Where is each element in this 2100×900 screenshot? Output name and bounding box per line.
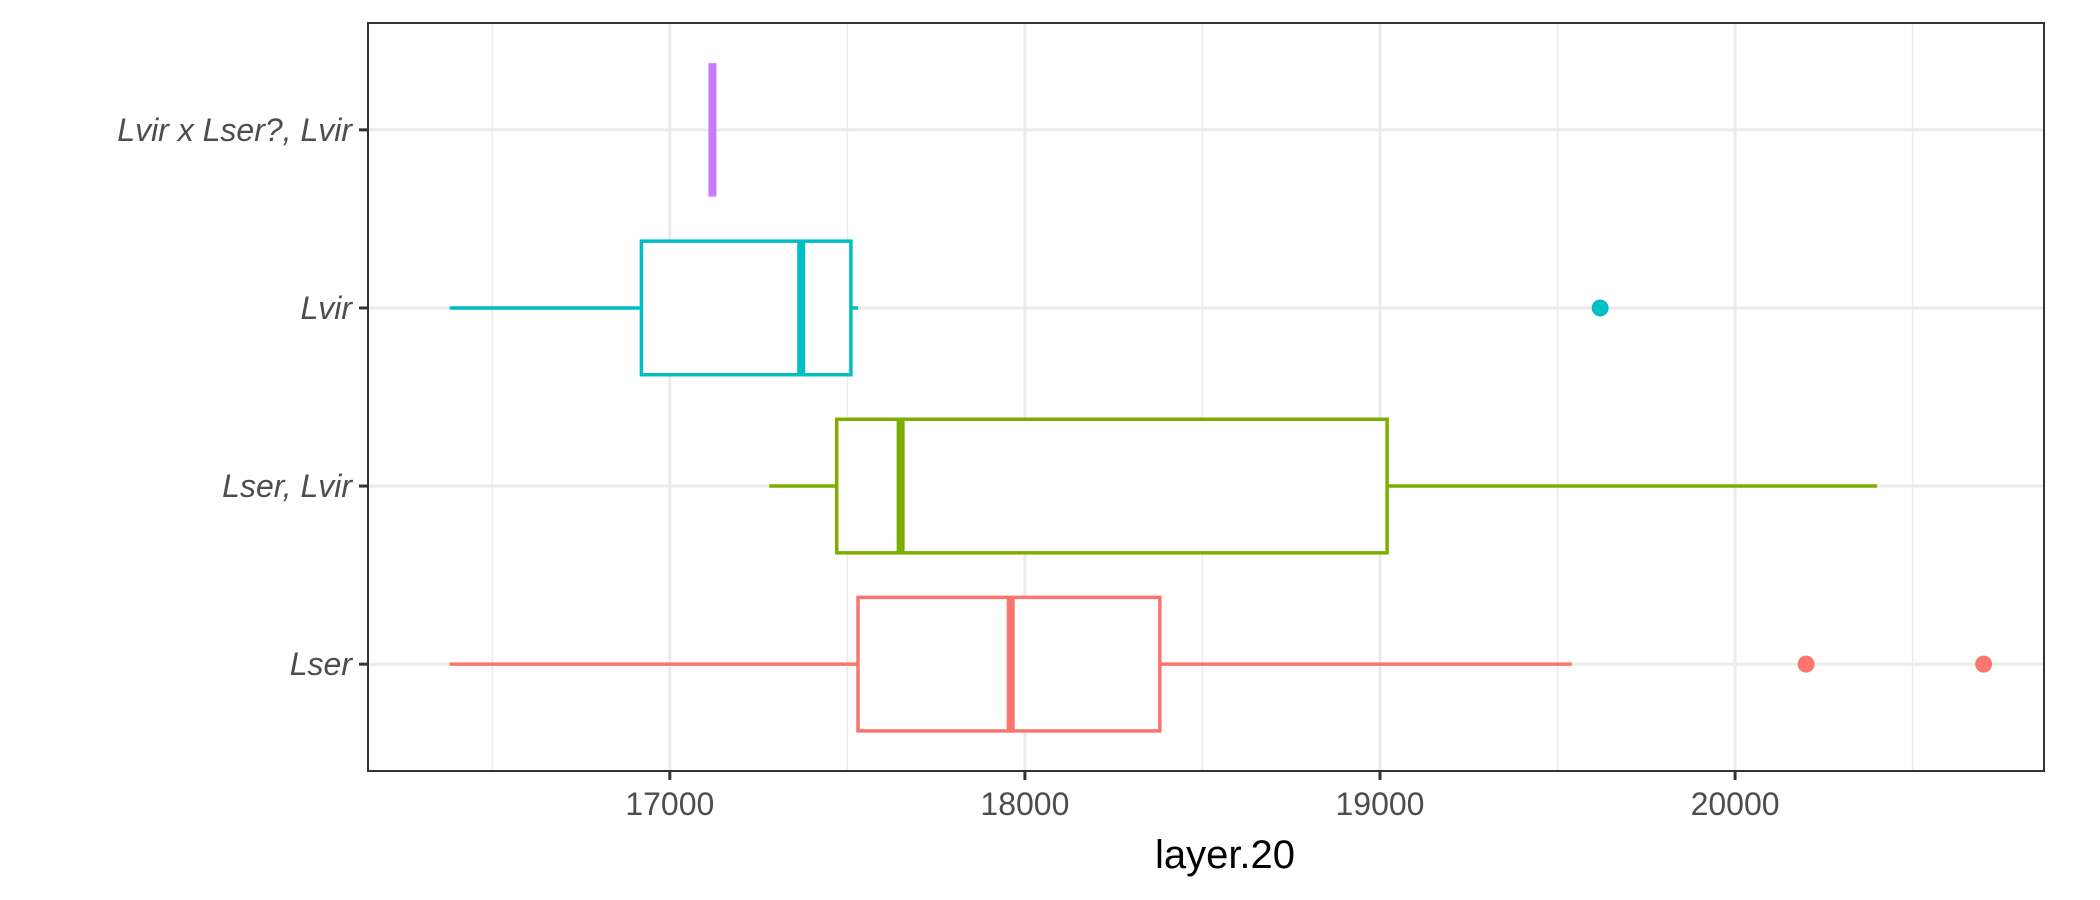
minor-gridlines: [491, 23, 1914, 771]
box-group-0: [449, 595, 1993, 733]
x-axis-title: layer.20: [1155, 833, 1295, 877]
y-axis: Lser Lser, Lvir Lvir Lvir x Lser?, Lvir: [117, 112, 368, 682]
box-outlier-2-0: [1591, 299, 1609, 317]
y-tick-label-1: Lser, Lvir: [222, 468, 353, 504]
box-outlier-0-0: [1797, 655, 1815, 673]
box-group-2: [449, 239, 1609, 377]
box-rect-2: [639, 239, 853, 377]
x-axis: 17000 18000 19000 20000: [625, 771, 1780, 822]
x-tick-label-3: 20000: [1691, 786, 1780, 822]
box-group-1: [769, 417, 1878, 555]
box-rect-1: [834, 417, 1389, 555]
box-series: [449, 63, 1993, 733]
x-tick-label-0: 17000: [625, 786, 714, 822]
y-tick-label-3: Lvir x Lser?, Lvir: [117, 112, 353, 148]
y-tick-label-2: Lvir: [300, 290, 353, 326]
box-outlier-0-1: [1975, 655, 1993, 673]
panel-background: [368, 23, 2044, 771]
x-tick-label-1: 18000: [980, 786, 1069, 822]
x-tick-label-2: 19000: [1335, 786, 1424, 822]
y-tick-label-0: Lser: [290, 646, 354, 682]
panel-border: [367, 22, 2045, 772]
